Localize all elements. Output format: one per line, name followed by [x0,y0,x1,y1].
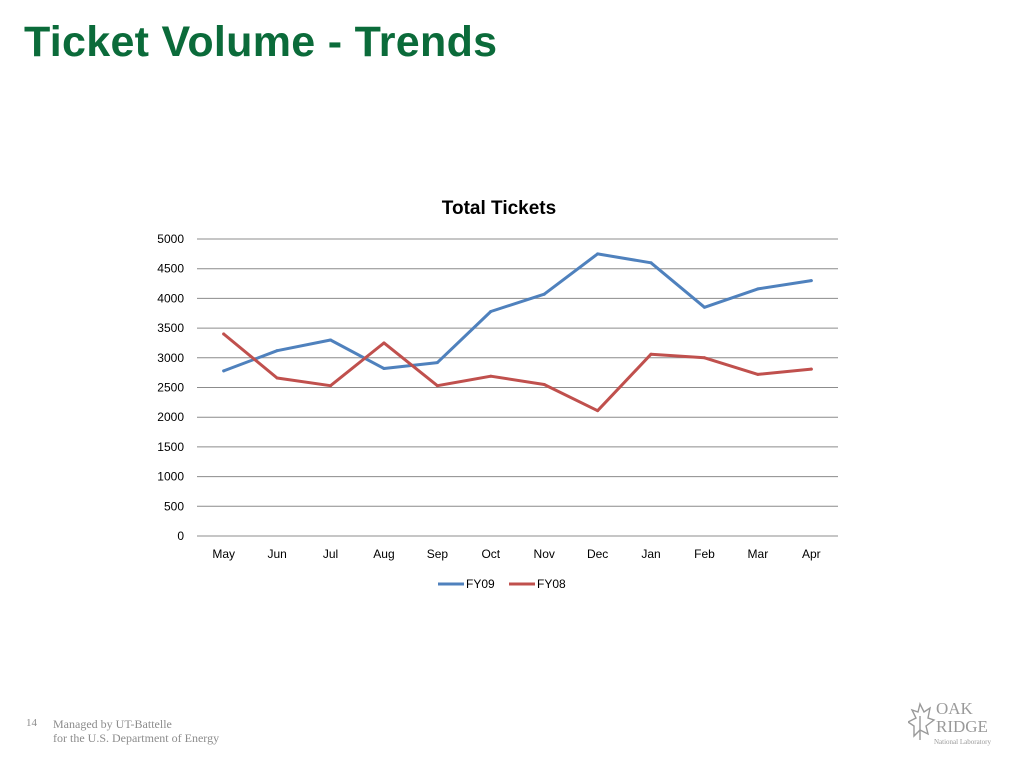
x-tick-label: Aug [373,547,394,561]
data-point-fy08 [222,332,226,336]
data-point-fy09 [596,252,600,256]
leaf-logo-icon [908,701,936,740]
data-point-fy09 [756,287,760,291]
y-tick-label: 0 [177,529,184,543]
gridlines [197,238,838,537]
legend-label-fy09: FY09 [466,577,495,591]
y-tick-label: 2500 [157,381,184,395]
data-point-fy09 [329,338,333,342]
x-tick-label: Sep [427,547,449,561]
y-tick-label: 5000 [157,232,184,246]
y-tick-label: 3000 [157,351,184,365]
x-tick-label: Nov [534,547,555,561]
data-point-fy09 [489,309,493,313]
data-point-fy08 [702,356,706,360]
chart-title: Total Tickets [442,198,556,219]
series-line-fy08 [222,332,813,413]
legend-label-fy08: FY08 [537,577,566,591]
y-tick-label: 2000 [157,410,184,424]
y-tick-label: 1000 [157,470,184,484]
data-point-fy09 [222,369,226,373]
logo-line-2: RIDGE [936,717,988,736]
footer-text: Managed by UT-Battelle for the U.S. Depa… [53,717,219,745]
data-point-fy09 [702,305,706,309]
y-tick-label: 4000 [157,291,184,305]
data-point-fy09 [542,292,546,296]
data-point-fy08 [542,383,546,387]
x-tick-label: Oct [481,547,500,561]
logo-line-1: OAK [936,699,974,718]
legend: FY09 FY08 [438,577,566,591]
x-axis-ticks: May Jun Jul Aug Sep Oct Nov Dec Jan Feb Mar Apr [212,547,820,561]
x-tick-label: Jul [323,547,338,561]
x-tick-label: May [212,547,235,561]
page-title: Ticket Volume - Trends [24,18,498,66]
series-line-fy09 [222,252,813,373]
data-point-fy08 [649,352,653,356]
x-tick-label: Feb [694,547,715,561]
data-point-fy09 [649,261,653,265]
logo-line-3: National Laboratory [934,738,991,746]
page-number: 14 [26,717,37,729]
footer-line-1: Managed by UT-Battelle [53,717,172,731]
x-tick-label: Dec [587,547,608,561]
data-point-fy09 [382,366,386,370]
y-tick-label: 3500 [157,321,184,335]
y-axis-ticks: 0 500 1000 1500 2000 2500 3000 3500 4000 4500 5000 [157,232,184,543]
footer-line-2: for the U.S. Department of Energy [53,731,220,745]
y-tick-label: 500 [164,499,184,513]
data-point-fy08 [756,372,760,376]
data-point-fy09 [435,361,439,365]
data-point-fy08 [435,384,439,388]
series-lines [222,252,813,413]
data-point-fy09 [275,349,279,353]
data-point-fy08 [809,367,813,371]
data-point-fy09 [809,279,813,283]
oak-ridge-logo: OAK RIDGE National Laboratory [908,699,991,746]
x-tick-label: Mar [748,547,769,561]
data-point-fy08 [382,341,386,345]
x-tick-label: Jan [641,547,660,561]
data-point-fy08 [596,409,600,413]
data-point-fy08 [489,374,493,378]
y-tick-label: 4500 [157,262,184,276]
x-tick-label: Apr [802,547,821,561]
y-tick-label: 1500 [157,440,184,454]
data-point-fy08 [275,376,279,380]
x-tick-label: Jun [267,547,286,561]
data-point-fy08 [329,384,333,388]
